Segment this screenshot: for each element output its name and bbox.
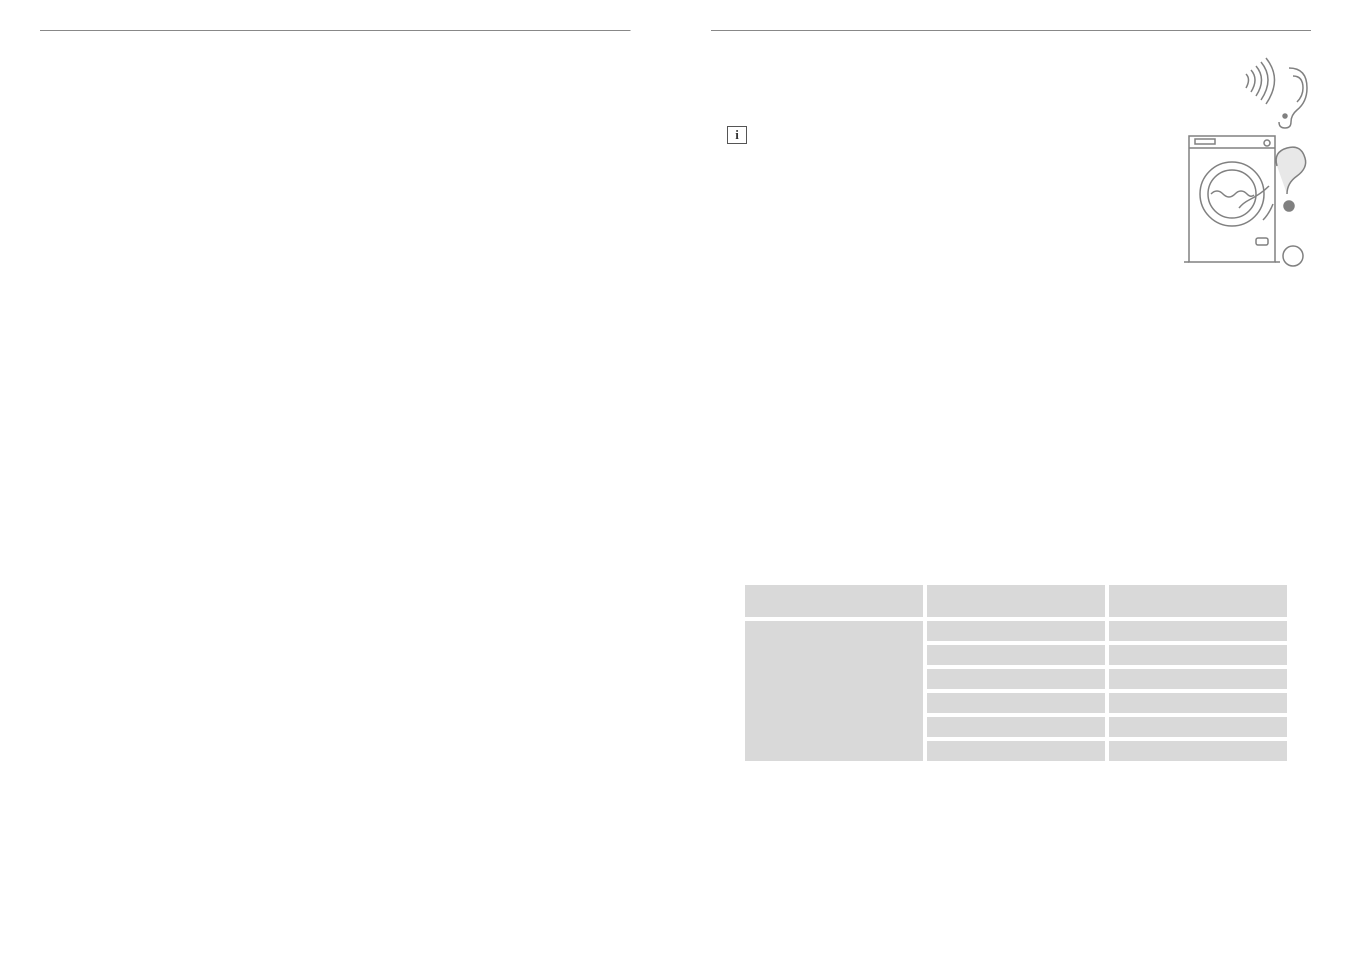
table-rowhead — [745, 621, 923, 761]
left-page — [40, 30, 631, 924]
washing-machine-illustration — [1181, 56, 1311, 281]
table-cell — [927, 693, 1105, 713]
right-page: i — [711, 30, 1311, 924]
right-header-row: i — [721, 76, 1311, 281]
sound-waves-icon — [1246, 58, 1275, 104]
table-header-2 — [927, 585, 1105, 617]
table-cell — [1109, 741, 1287, 761]
table-cell — [1109, 669, 1287, 689]
ear-icon — [1279, 68, 1307, 128]
washing-machine-icon — [1184, 136, 1280, 262]
table-cell — [927, 717, 1105, 737]
info-icon: i — [727, 126, 747, 144]
troubleshooting-table — [721, 581, 1311, 765]
table-cell — [1109, 717, 1287, 737]
table-cell — [927, 741, 1105, 761]
table-cell — [1109, 693, 1287, 713]
table-header-3 — [1109, 585, 1287, 617]
table-cell — [927, 621, 1105, 641]
table-cell — [927, 645, 1105, 665]
page-spread: i — [0, 0, 1351, 954]
table-cell — [1109, 645, 1287, 665]
question-mark-figure-icon — [1239, 147, 1306, 266]
table-header-1 — [745, 585, 923, 617]
table-cell — [927, 669, 1105, 689]
table-cell — [1109, 621, 1287, 641]
